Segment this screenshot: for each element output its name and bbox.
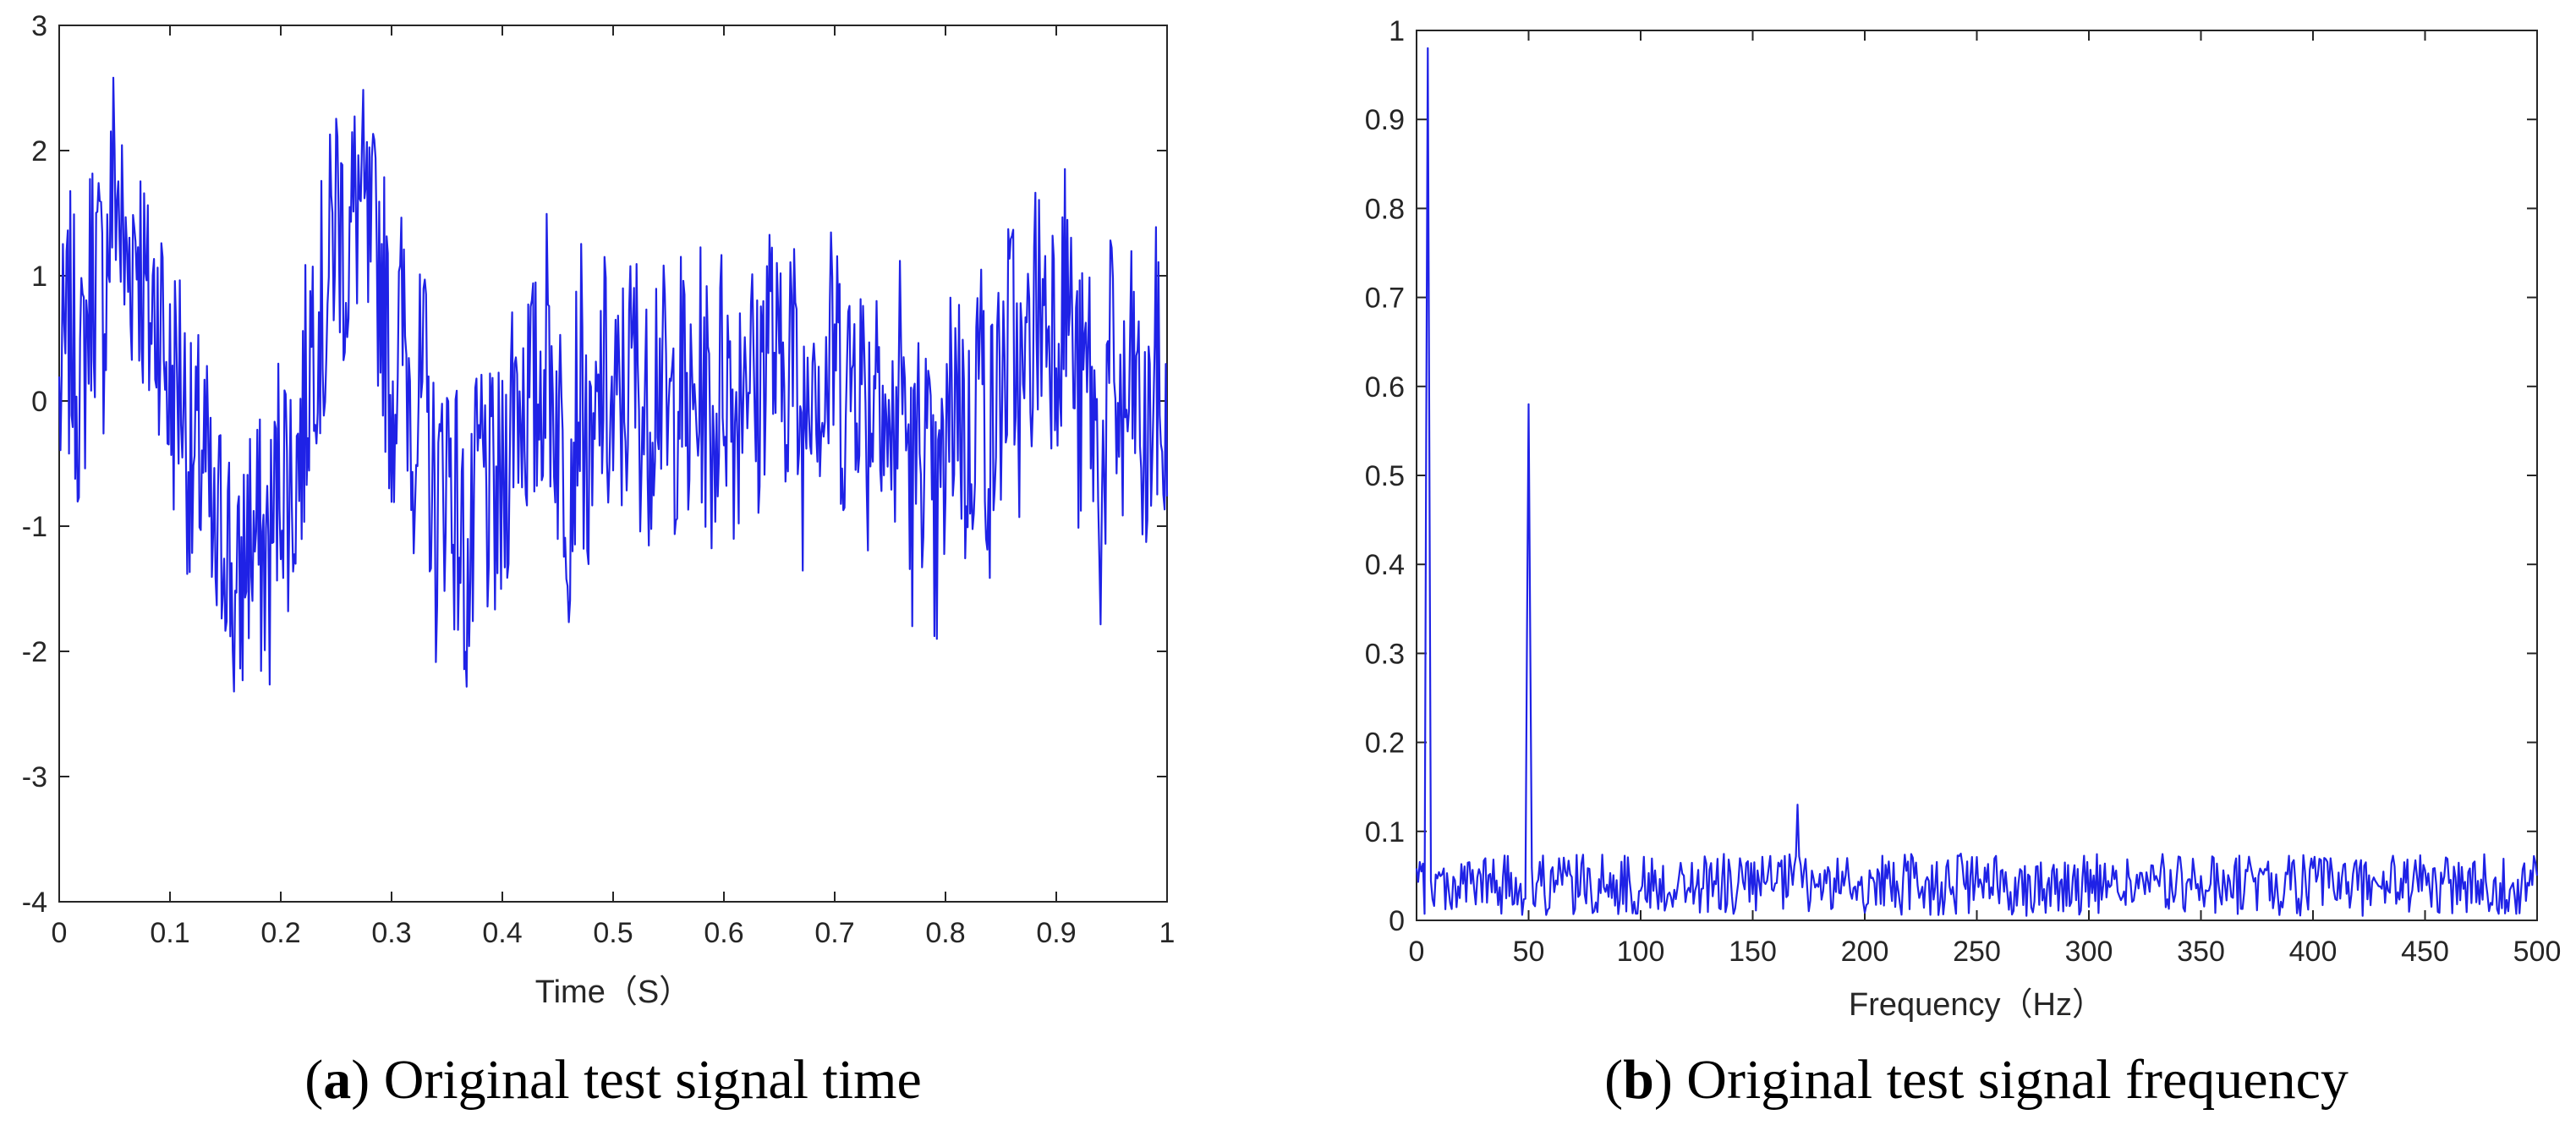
x-tick-label: 200 (1841, 936, 1889, 968)
caption-text-frequency: Original test signal frequency (1673, 1049, 2349, 1111)
x-tick-label: 50 (1513, 936, 1545, 968)
axis-ticks-frequency: 0 50 100 150 200 250 300 350 400 450 500 0 0.1 0.2 0.3… (1365, 15, 2562, 968)
y-tick-label: 0.4 (1365, 549, 1405, 581)
x-tick-label: 0.6 (704, 917, 743, 949)
y-tick-label: -4 (22, 887, 47, 919)
series-line-time (58, 76, 1169, 693)
y-tick-label: -3 (22, 761, 47, 793)
y-tick-label: 2 (31, 135, 47, 167)
y-tick-label: -1 (22, 511, 47, 543)
x-tick-label: 0.9 (1036, 917, 1076, 949)
caption-time: (a) Original test signal time (304, 1049, 922, 1111)
plot-frame-frequency (1416, 30, 2538, 921)
caption-letter-frequency: b (1623, 1049, 1654, 1111)
x-axis-label-frequency: Frequency（Hz） (1849, 987, 2104, 1023)
y-tick-label: 0 (1389, 905, 1405, 937)
x-tick-label: 450 (2401, 936, 2449, 968)
time-domain-chart: 0 0.1 0.2 0.3 0.4 0.5 0.6 0.7 0.8 0.9 1 -4 -3 -2 -1 0 1 2… (22, 10, 1176, 1111)
y-tick-label: -2 (22, 636, 47, 668)
y-tick-label: 0.7 (1365, 283, 1405, 315)
x-tick-label: 1 (1159, 917, 1176, 949)
x-tick-label: 500 (2513, 936, 2562, 968)
x-tick-label: 0.5 (593, 917, 633, 949)
x-tick-label: 400 (2289, 936, 2338, 968)
caption-text-time: Original test signal time (370, 1049, 922, 1111)
x-tick-label: 0.3 (371, 917, 411, 949)
x-tick-label: 0.8 (925, 917, 965, 949)
x-tick-label: 0 (1409, 936, 1425, 968)
x-tick-label: 0 (52, 917, 68, 949)
series-path-time (58, 76, 1169, 693)
x-tick-label: 150 (1729, 936, 1777, 968)
frequency-domain-chart: 0 50 100 150 200 250 300 350 400 450 500 0 0.1 0.2 0.3… (1365, 15, 2562, 1111)
x-tick-label: 350 (2177, 936, 2225, 968)
x-tick-label: 250 (1953, 936, 2001, 968)
y-tick-label: 0.5 (1365, 460, 1405, 492)
x-axis-label-time: Time（S） (535, 975, 691, 1010)
axis-ticks-time: 0 0.1 0.2 0.3 0.4 0.5 0.6 0.7 0.8 0.9 1 -4 -3 -2 -1 0 1 2… (22, 10, 1176, 949)
y-tick-label: 1 (31, 261, 47, 293)
x-tick-label: 0.7 (814, 917, 854, 949)
x-tick-label: 100 (1617, 936, 1665, 968)
y-tick-label: 0.3 (1365, 638, 1405, 670)
series-path-frequency (1415, 47, 2539, 917)
y-tick-label: 0.9 (1365, 104, 1405, 136)
y-tick-label: 1 (1389, 15, 1405, 47)
y-tick-label: 0.8 (1365, 193, 1405, 225)
caption-letter-time: a (323, 1049, 351, 1111)
y-tick-label: 0.6 (1365, 371, 1405, 404)
x-tick-label: 0.1 (150, 917, 189, 949)
x-tick-label: 0.4 (482, 917, 522, 949)
y-tick-label: 0.1 (1365, 816, 1405, 848)
y-tick-label: 3 (31, 10, 47, 42)
caption-frequency: (b) Original test signal frequency (1604, 1049, 2349, 1111)
y-tick-label: 0.2 (1365, 727, 1405, 760)
y-tick-label: 0 (31, 386, 47, 418)
x-tick-label: 0.2 (260, 917, 300, 949)
series-line-frequency (1415, 47, 2539, 917)
x-tick-label: 300 (2065, 936, 2113, 968)
